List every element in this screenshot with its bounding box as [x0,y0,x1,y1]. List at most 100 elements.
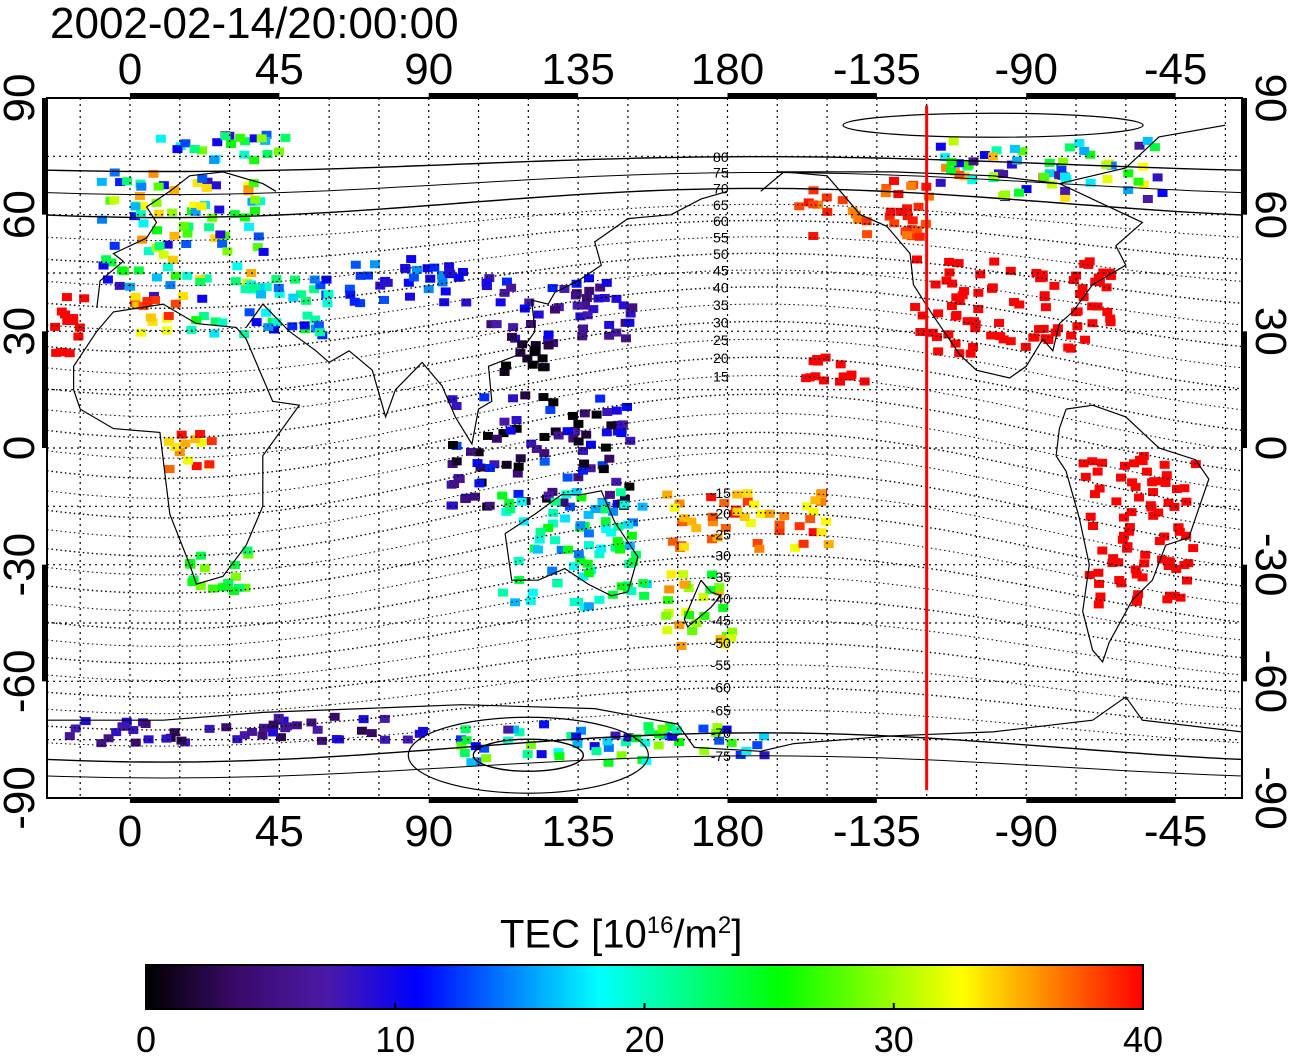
tec-cell [1105,314,1116,323]
tec-cell [182,271,193,280]
frame-tick-marks [42,93,1247,803]
tec-cell [720,524,731,533]
tec-cell [1000,190,1011,199]
tec-cell [889,219,900,228]
tec-cell [910,302,921,311]
right-lat-tick-label: 60 [1246,190,1292,239]
tec-cell [965,349,976,358]
contour-label: 20 [713,350,729,366]
tec-cell [663,596,674,605]
contour-line [47,597,1242,665]
tec-cell [189,145,200,154]
tec-cell [109,196,120,205]
tec-cell [497,588,508,597]
colorbar-title-suffix: ] [731,912,743,957]
tec-cell [457,267,468,276]
contour-line [47,286,1242,354]
contour-label: -35 [711,569,731,585]
top-frame-bar [1026,93,1176,98]
tec-cell [1188,544,1199,553]
tec-cell [638,579,649,588]
tec-cell [946,166,957,175]
tec-cell [684,610,695,619]
tec-cell [1124,523,1135,532]
tec-cell [287,322,298,331]
tec-cell [180,439,191,448]
tec-cell [721,725,732,734]
tec-cell [1179,560,1190,569]
tec-cell [603,758,614,767]
tec-cell [798,539,809,548]
tec-cell [1066,331,1077,340]
tec-cell [713,587,724,596]
tec-cell [662,490,673,499]
tec-cell [726,633,737,642]
tec-cell [547,566,558,575]
tec-cell [579,409,590,418]
tec-cell [510,598,521,607]
tec-cell [944,257,955,266]
tec-cell [604,490,615,499]
bottom-frame-bar [1026,798,1176,803]
tec-cell [271,318,282,327]
tec-cell [215,230,226,239]
tec-cell [562,427,573,436]
tec-cell [425,274,436,283]
tec-cell [248,179,259,188]
tec-cell [597,499,608,508]
contour-label: 60 [713,213,729,229]
tec-cell [197,174,208,183]
tec-cell [959,172,970,181]
tec-cell [1119,461,1130,470]
tec-cell [715,635,726,644]
tec-cell [593,294,604,303]
tec-cell [481,278,492,287]
tec-cell [619,500,630,509]
tec-cell [182,229,193,238]
tec-cell [1093,568,1104,577]
tec-cell [1039,172,1050,181]
tec-cell [939,153,950,162]
tec-cell [61,293,72,302]
tec-cell [739,512,750,521]
tec-cell [514,728,525,737]
tec-cell [101,255,112,264]
tec-cell [691,524,702,533]
tec-cell [959,287,970,296]
tec-cell [122,177,133,186]
tec-cell [204,223,215,232]
tec-cell [150,296,161,305]
tec-cell [756,510,767,519]
colorbar-tick-label: 30 [874,1019,914,1057]
tec-cell [309,275,320,284]
tec-cell [533,545,544,554]
tec-cell [56,347,67,356]
tec-cell [914,232,925,241]
tec-cell [822,207,833,216]
tec-cell [212,138,223,147]
left-frame-bar [42,564,47,682]
tec-cell [794,522,805,531]
tec-cell [602,737,613,746]
tec-cell [550,305,561,314]
tec-cell [1139,559,1150,568]
tec-cell [217,318,228,327]
tec-cell [209,155,220,164]
tec-cell [280,133,291,142]
top-lon-tick-label: 0 [118,45,142,94]
tec-cell [935,142,946,151]
tec-cell [559,284,570,293]
tec-patch [794,176,934,241]
tec-cell [774,526,785,535]
tec-cell [820,353,831,362]
tec-cell [581,430,592,439]
tec-cell [861,217,872,226]
tec-cell [1043,335,1054,344]
tec-cell [705,586,716,595]
tec-cell [752,538,763,547]
south-pole-contour [407,716,649,794]
tec-cell [552,579,563,588]
tec-cell [221,723,232,732]
tec-cell [1058,157,1069,166]
